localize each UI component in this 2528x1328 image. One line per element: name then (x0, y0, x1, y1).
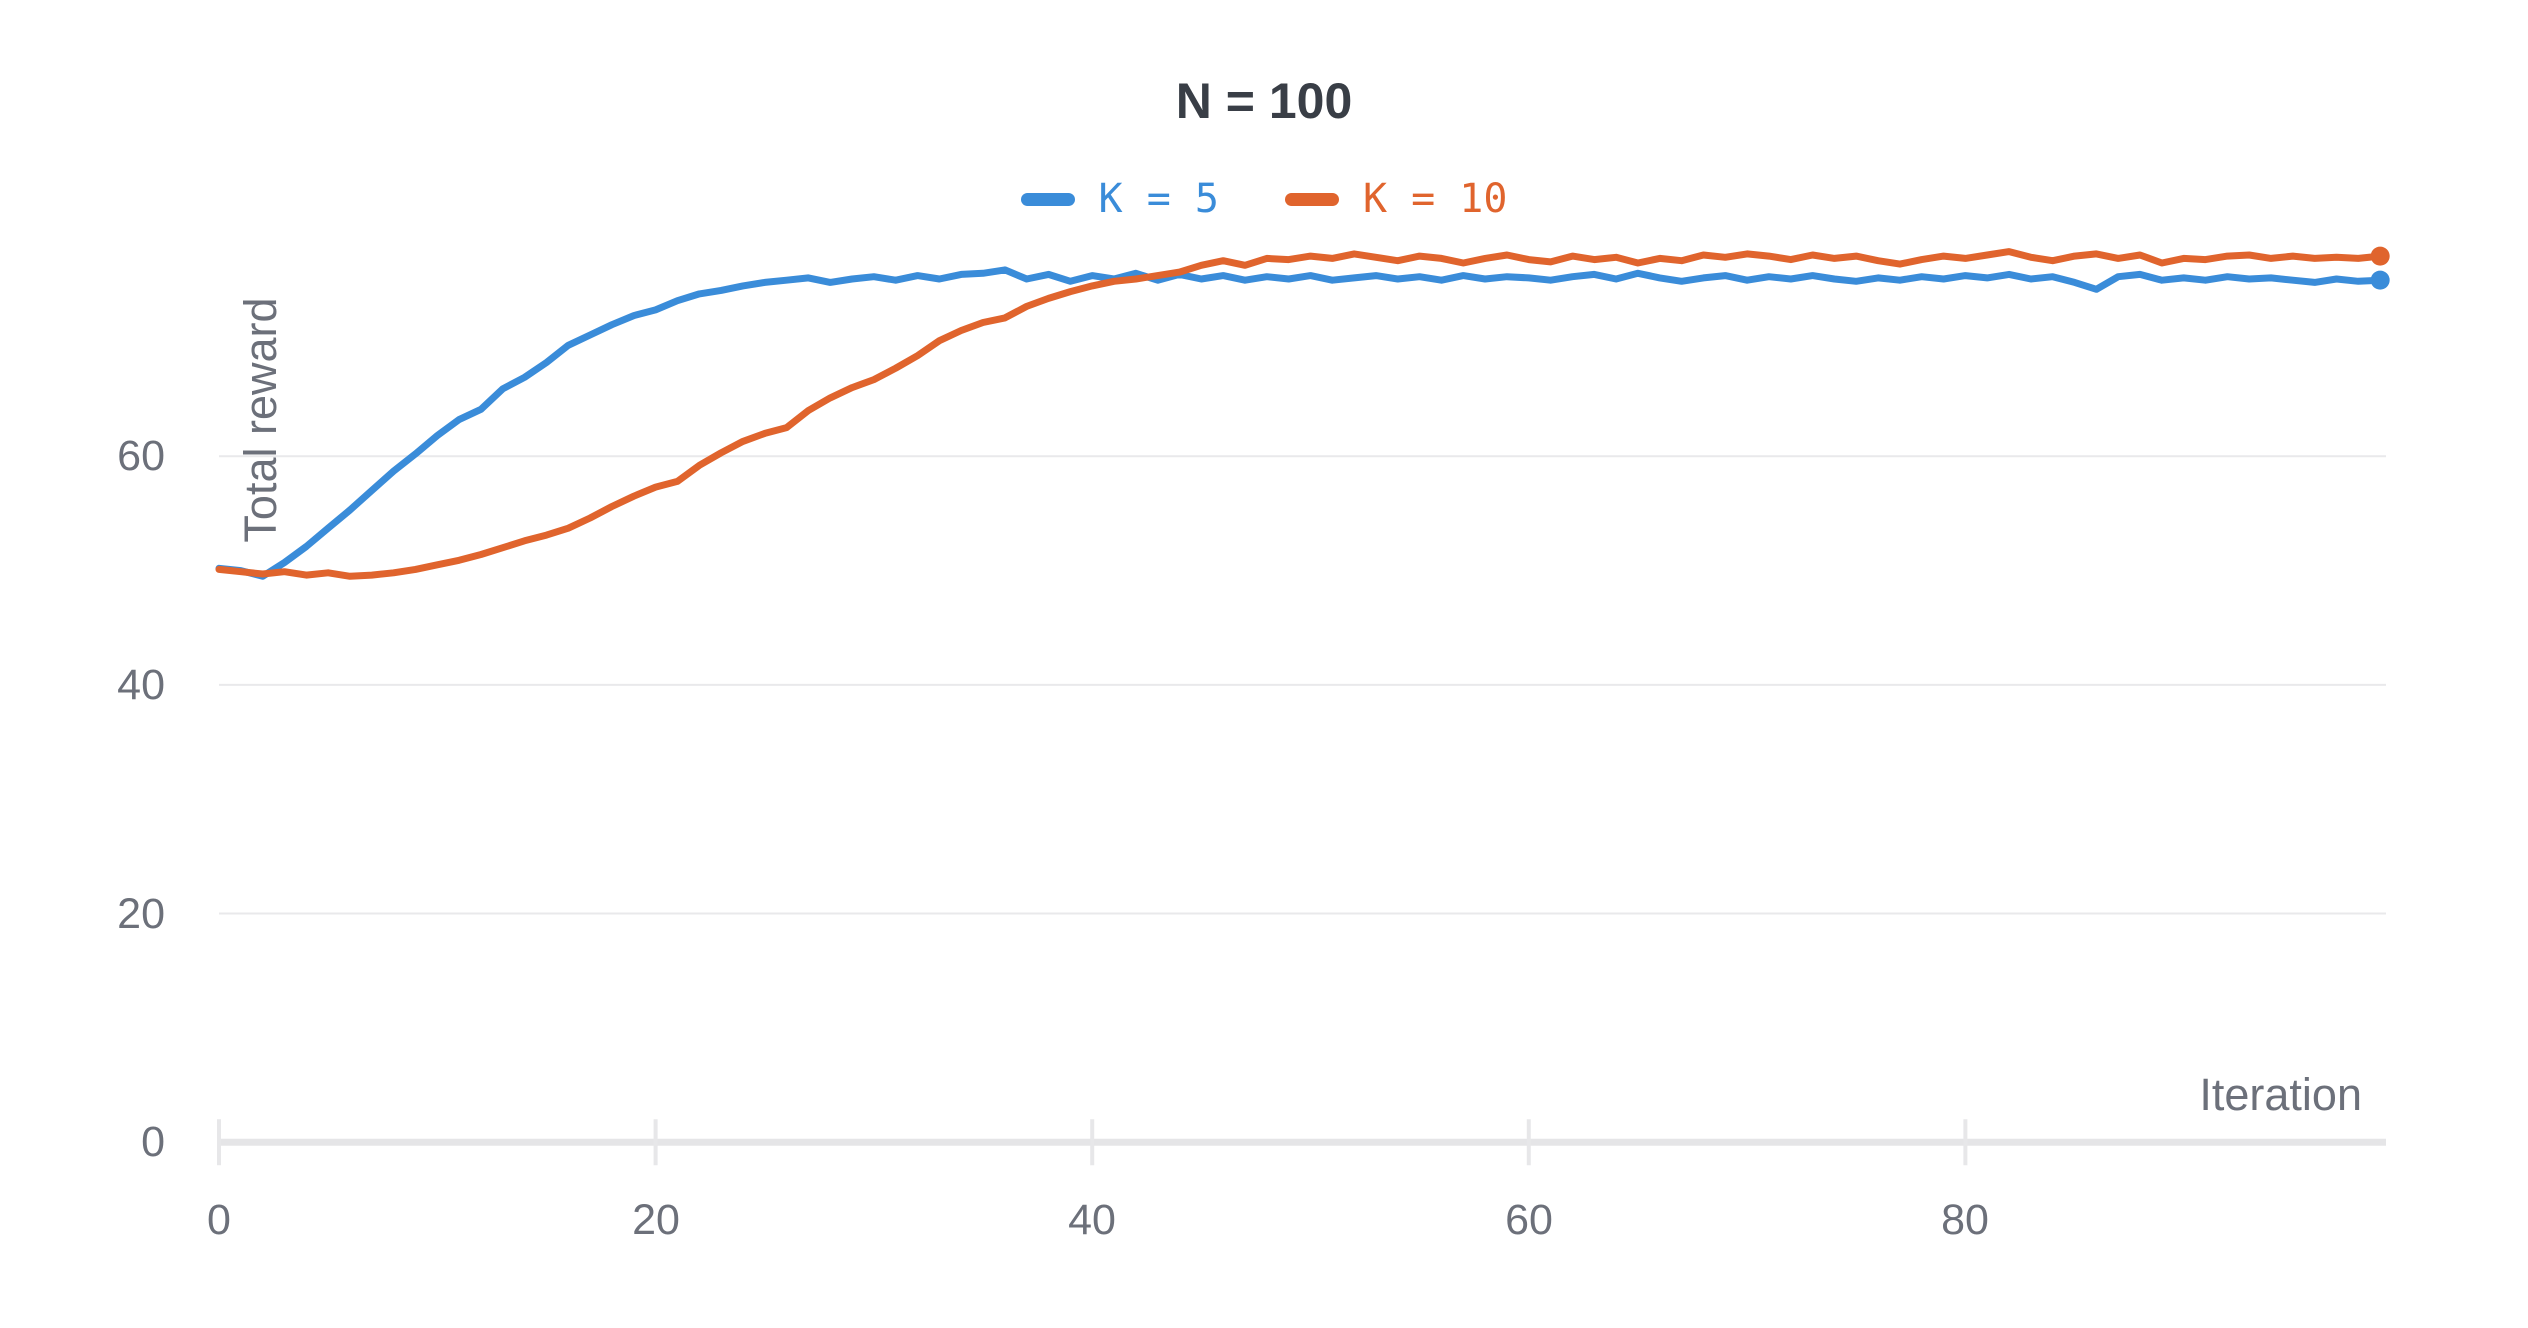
y-tick-label-0: 0 (141, 1118, 165, 1166)
y-tick-label-60: 60 (117, 432, 165, 480)
x-tick-label-0: 0 (207, 1196, 231, 1244)
y-tick-label-20: 20 (117, 890, 165, 938)
legend-label-k5: K = 5 (1098, 176, 1219, 222)
x-tick-label-80: 80 (1941, 1196, 1989, 1244)
legend-item: K = 10 (1284, 170, 1508, 228)
y-tick-label-40: 40 (117, 661, 165, 709)
legend-swatch-k5 (1020, 192, 1075, 206)
x-axis-title: Iteration (2199, 1069, 2362, 1120)
x-tick-label-60: 60 (1505, 1196, 1553, 1244)
series-line-k5 (215, 266, 2384, 580)
legend: K = 5 K = 10 (0, 170, 2528, 228)
series-line-k10 (215, 248, 2384, 580)
x-tick-label-40: 40 (1068, 1196, 1116, 1244)
x-tick-label-20: 20 (632, 1196, 680, 1244)
chart-title: N = 100 (1175, 73, 1353, 129)
y-axis-title-text: Total reward (235, 297, 286, 543)
series-end-dot-k5 (2370, 270, 2390, 290)
legend-label-k10: K = 10 (1362, 176, 1508, 222)
series-end-dot-k10 (2370, 246, 2390, 266)
legend-item: K = 5 (1020, 170, 1219, 228)
legend-swatch-k10 (1284, 192, 1339, 206)
